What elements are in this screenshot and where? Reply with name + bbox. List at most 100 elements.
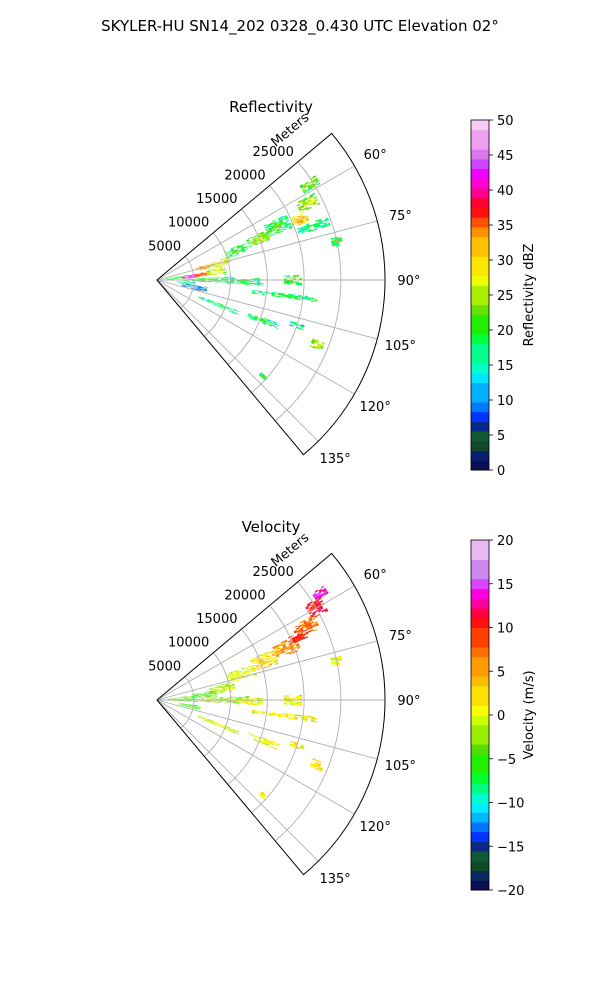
echo-bin bbox=[310, 341, 315, 345]
echo-bin bbox=[313, 762, 318, 766]
colorbar-segment bbox=[471, 246, 489, 257]
echo-bin bbox=[271, 233, 275, 237]
echo-bin bbox=[260, 792, 264, 795]
echo-bin bbox=[286, 645, 290, 649]
echo-bin bbox=[318, 588, 323, 593]
echo-bin bbox=[213, 269, 217, 271]
echo-bin bbox=[283, 647, 287, 650]
echo-bin bbox=[257, 698, 261, 700]
echo-bin bbox=[258, 236, 263, 239]
angular-tick-label: 60° bbox=[364, 148, 387, 163]
echo-bin bbox=[206, 301, 211, 304]
echo-bin bbox=[204, 275, 208, 277]
echo-bin bbox=[181, 705, 185, 707]
echo-bin bbox=[243, 281, 247, 282]
echo-bin bbox=[252, 289, 256, 292]
echo-bin bbox=[168, 277, 173, 279]
echo-bin bbox=[213, 268, 217, 270]
echo-bin bbox=[300, 198, 305, 202]
echo-bin bbox=[228, 730, 233, 732]
echo-bin bbox=[273, 321, 277, 324]
echo-bin bbox=[321, 341, 326, 345]
echo-bin bbox=[231, 251, 236, 254]
colorbar-tick-label: 20 bbox=[497, 324, 514, 339]
azimuth-spoke bbox=[156, 585, 355, 701]
echo-bin bbox=[237, 246, 241, 249]
echo-bin bbox=[304, 215, 308, 218]
echo-bin bbox=[249, 670, 253, 673]
echo-bin bbox=[214, 280, 219, 282]
echo-bin bbox=[304, 206, 309, 210]
echo-bin bbox=[270, 223, 274, 226]
echo-bin bbox=[266, 322, 270, 325]
echo-bin bbox=[264, 661, 268, 664]
echo-bin bbox=[256, 666, 260, 669]
echo-bin bbox=[312, 346, 317, 349]
echo-bin bbox=[255, 664, 259, 667]
echo-bin bbox=[219, 691, 223, 693]
echo-bin bbox=[271, 295, 275, 297]
echo-bin bbox=[210, 273, 214, 275]
echo-bin bbox=[269, 742, 273, 745]
echo-bin bbox=[194, 705, 198, 707]
echo-bin bbox=[250, 701, 254, 703]
echo-bin bbox=[241, 249, 246, 252]
echo-bin bbox=[203, 274, 208, 276]
echo-bin bbox=[296, 697, 300, 699]
echo-bin bbox=[251, 292, 256, 294]
echo-bin bbox=[289, 644, 293, 647]
echo-bin bbox=[194, 704, 198, 706]
echo-bin bbox=[194, 288, 198, 290]
echo-bin bbox=[252, 709, 256, 712]
echo-bin bbox=[266, 223, 271, 227]
echo-bin bbox=[257, 233, 262, 236]
echo-bin bbox=[219, 689, 223, 691]
echo-bin bbox=[299, 210, 304, 214]
echo-bin bbox=[194, 695, 199, 697]
echo-bin bbox=[190, 696, 195, 697]
echo-bin bbox=[207, 300, 211, 303]
echo-bin bbox=[303, 620, 307, 624]
echo-bin bbox=[270, 659, 275, 662]
echo-bin bbox=[236, 702, 240, 703]
echo-bin bbox=[242, 670, 246, 673]
echo-bin bbox=[221, 686, 226, 688]
echo-bin bbox=[226, 281, 231, 283]
colorbar-segment bbox=[471, 304, 489, 315]
echo-bin bbox=[272, 323, 277, 326]
echo-bin bbox=[177, 282, 181, 284]
echo-bin bbox=[196, 708, 201, 710]
echo-bin bbox=[232, 700, 237, 702]
echo-bin bbox=[289, 700, 294, 702]
echo-bin bbox=[288, 643, 293, 646]
echo-bin bbox=[224, 280, 228, 282]
echo-bin bbox=[175, 276, 179, 278]
echo-bin bbox=[291, 717, 295, 720]
echo-bin bbox=[280, 222, 284, 225]
range-ring bbox=[251, 185, 305, 394]
echo-bin bbox=[253, 738, 257, 741]
echo-bin bbox=[229, 254, 233, 257]
echo-bin bbox=[181, 276, 186, 277]
echo-bin bbox=[220, 260, 225, 263]
echo-bin bbox=[287, 296, 292, 298]
echo-bin bbox=[181, 285, 185, 287]
echo-bin bbox=[281, 226, 286, 229]
echo-bin bbox=[181, 703, 186, 705]
echo-bin bbox=[254, 242, 258, 245]
echo-bin bbox=[299, 283, 303, 286]
echo-bin bbox=[201, 694, 205, 695]
echo-bin bbox=[193, 707, 198, 709]
echo-bin bbox=[209, 268, 214, 270]
echo-bin bbox=[297, 634, 301, 637]
echo-bin bbox=[292, 638, 296, 642]
echo-bin bbox=[204, 298, 208, 300]
echo-bin bbox=[181, 703, 186, 705]
echo-bin bbox=[195, 267, 200, 269]
echo-bin bbox=[271, 713, 276, 715]
echo-bin bbox=[184, 705, 189, 706]
echo-bin bbox=[318, 219, 323, 223]
echo-bin bbox=[303, 632, 307, 636]
echo-bin bbox=[230, 282, 234, 284]
colorbar-segment bbox=[471, 578, 489, 590]
